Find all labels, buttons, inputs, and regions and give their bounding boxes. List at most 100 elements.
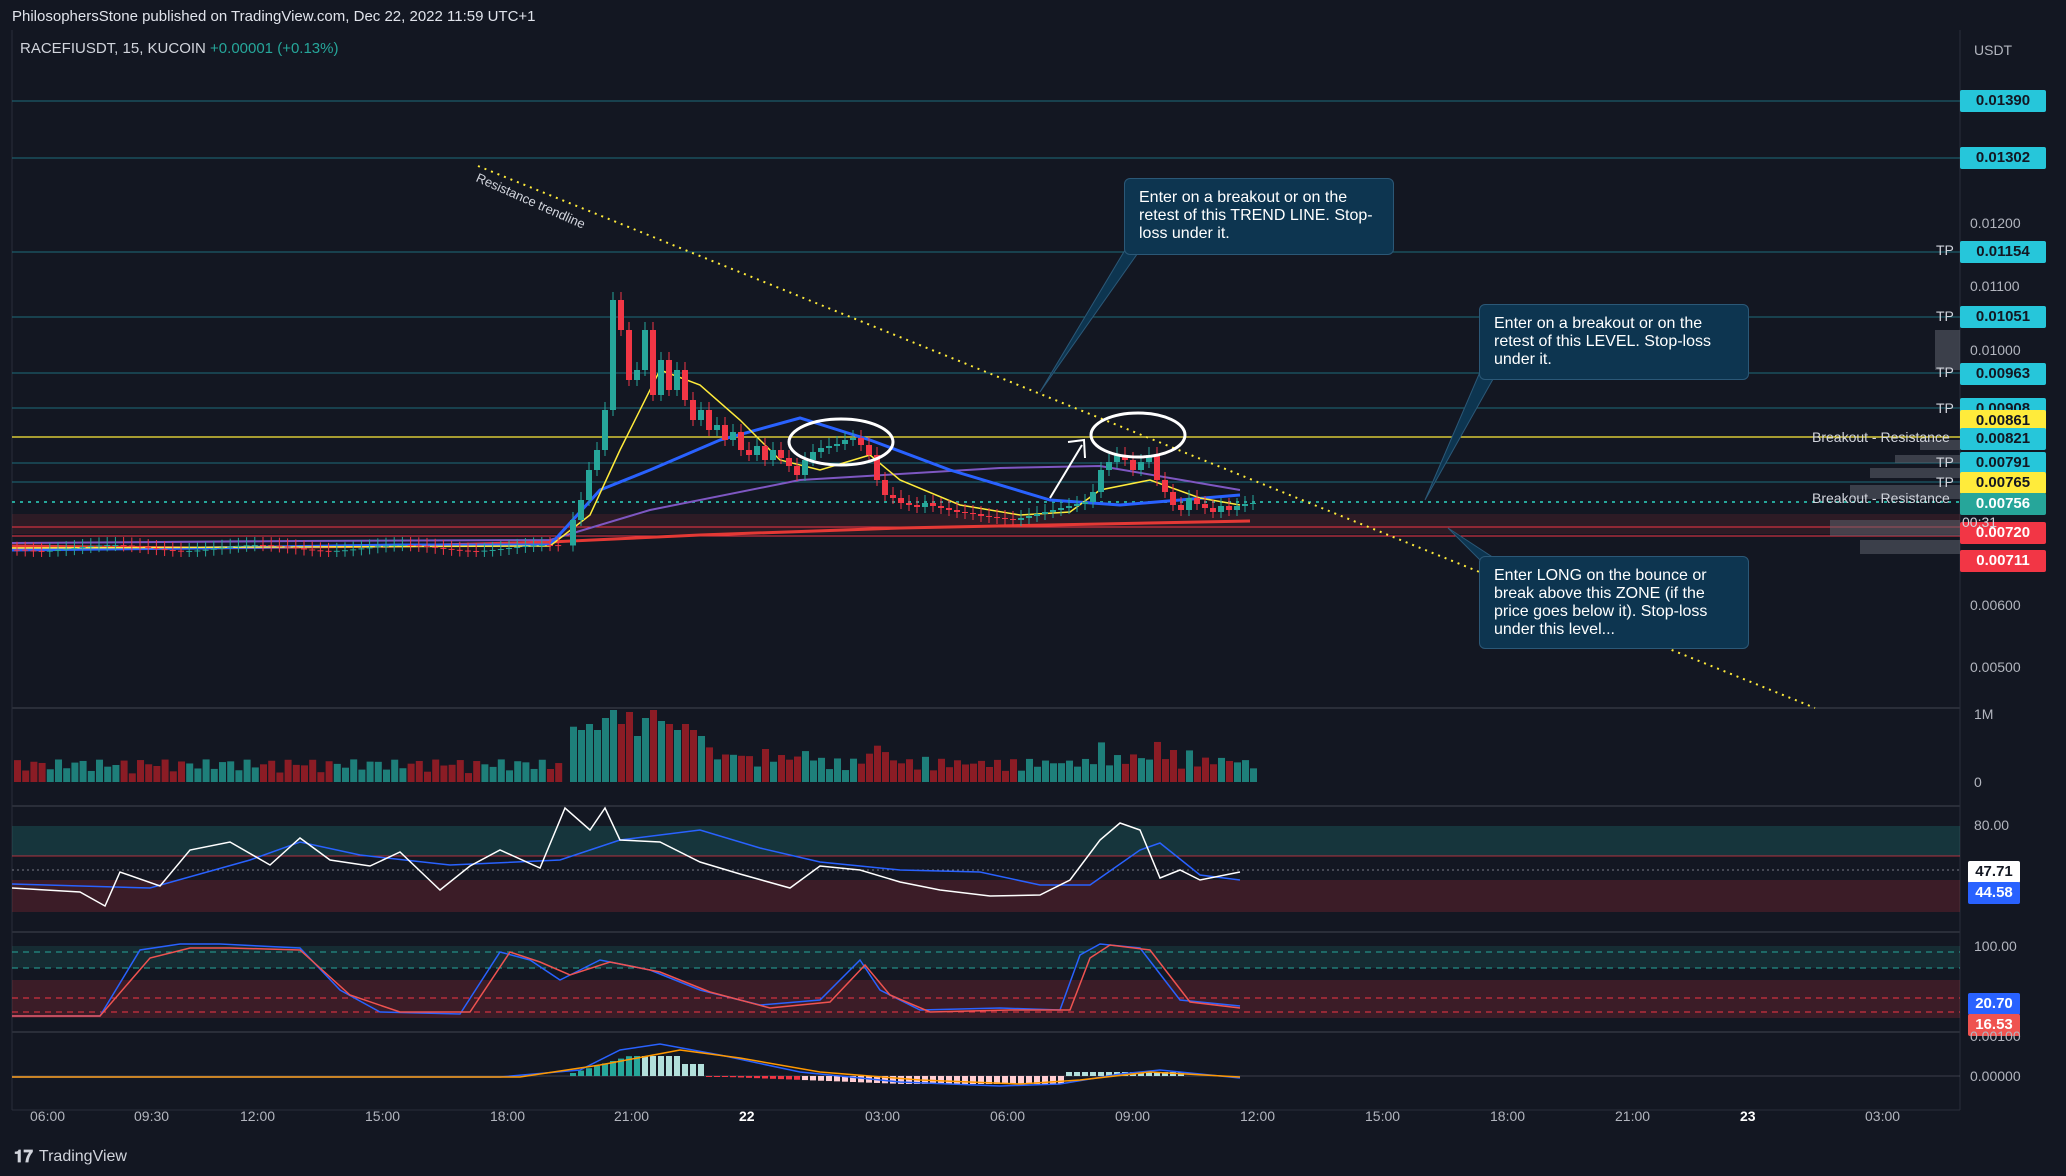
macd-bar xyxy=(730,1076,736,1078)
candle-body xyxy=(874,455,880,480)
candle-body xyxy=(898,498,904,503)
time-label: 06:00 xyxy=(30,1108,66,1124)
symbol-name[interactable]: RACEFIUSDT, 15, KUCOIN xyxy=(20,40,206,57)
candle-body xyxy=(882,480,888,495)
note-zone[interactable]: Enter LONG on the bounce or break above … xyxy=(1479,556,1749,649)
volume-bar xyxy=(778,755,785,782)
volume-bar xyxy=(1170,750,1177,782)
candle-body xyxy=(227,546,234,548)
price-tag: 0.00756 xyxy=(1960,493,2046,515)
candle-body xyxy=(538,545,545,547)
candle-body xyxy=(786,458,792,466)
candle-body xyxy=(292,547,299,549)
volume-bar xyxy=(547,768,554,782)
volume-bar xyxy=(882,752,889,782)
retest-circle-right xyxy=(1089,411,1187,459)
volume-bar xyxy=(1146,759,1153,782)
time-label: 06:00 xyxy=(990,1108,1026,1124)
macd-bar xyxy=(802,1076,808,1081)
candle-body xyxy=(674,370,680,390)
macd-bar xyxy=(762,1076,768,1079)
candle-body xyxy=(251,545,258,547)
volume-bar xyxy=(235,770,243,782)
price-label-01100: 0.01100 xyxy=(1970,278,2020,294)
volume-bar xyxy=(440,765,448,782)
volume-bar xyxy=(227,761,235,782)
candle-body xyxy=(547,545,553,547)
candle-body xyxy=(350,549,357,551)
price-tag: 0.01302 xyxy=(1960,147,2046,169)
price-tag: 0.00821 xyxy=(1960,428,2046,450)
rsi-axis-upper: 80.00 xyxy=(1974,817,2010,833)
candle-body xyxy=(842,440,848,444)
macd-bar xyxy=(642,1056,648,1076)
macd-bar xyxy=(1050,1076,1056,1084)
volume-bar xyxy=(1154,741,1161,782)
macd-bar xyxy=(746,1076,752,1078)
macd-bar xyxy=(946,1076,952,1084)
candle-body xyxy=(818,448,824,452)
candle-body xyxy=(456,549,463,551)
candle-body xyxy=(978,514,984,516)
time-label: 23 xyxy=(1740,1108,1756,1124)
volume-bar xyxy=(906,759,913,782)
candle-body xyxy=(834,444,840,446)
macd-bar xyxy=(658,1056,664,1076)
candle-body xyxy=(802,460,808,475)
volume-bar xyxy=(1250,768,1257,782)
macd-bar xyxy=(858,1076,864,1083)
macd-bar xyxy=(794,1076,800,1080)
tp-label-1: TP xyxy=(1936,242,1954,258)
note-level[interactable]: Enter on a breakout or on the retest of … xyxy=(1479,304,1749,380)
symbol-info[interactable]: RACEFIUSDT, 15, KUCOIN +0.00001 (+0.13%) xyxy=(20,40,338,57)
candle-body xyxy=(826,446,832,448)
candle-body xyxy=(922,503,928,507)
volume-bar xyxy=(674,730,681,782)
candle-body xyxy=(104,545,111,547)
volume-bar xyxy=(317,772,325,782)
macd-bar xyxy=(698,1064,704,1076)
candle-body xyxy=(1026,516,1032,518)
volume-bar xyxy=(358,769,366,782)
candle-body xyxy=(1194,498,1200,504)
candle-body xyxy=(1058,508,1064,510)
volume-bar xyxy=(448,764,456,782)
volume-bar xyxy=(194,768,202,782)
volume-bar xyxy=(602,718,609,782)
rsi-value-tag: 47.71 xyxy=(1968,861,2020,883)
volume-bar xyxy=(1226,760,1233,782)
candle-body xyxy=(71,548,78,550)
candle-body xyxy=(1234,506,1240,510)
candle-body xyxy=(555,545,562,547)
tradingview-logo[interactable]: 𝟏𝟕 TradingView xyxy=(14,1147,127,1167)
support-zone[interactable] xyxy=(12,514,1960,534)
candle-body xyxy=(602,410,608,450)
volume-bar xyxy=(578,730,585,782)
volume-bar xyxy=(1066,760,1073,782)
brand-name: TradingView xyxy=(38,1148,127,1165)
stoch-k-tag: 20.70 xyxy=(1968,993,2020,1015)
resistance-trendline[interactable] xyxy=(477,165,1816,709)
volume-bar xyxy=(128,773,136,782)
volume-bar xyxy=(399,768,407,782)
volume-bar xyxy=(874,745,881,782)
volume-bar xyxy=(219,762,226,782)
footer xyxy=(0,1140,2066,1176)
volume-bar xyxy=(794,756,801,782)
volume-bar xyxy=(650,710,657,782)
candle-body xyxy=(153,548,160,550)
note-trendline[interactable]: Enter on a breakout or on the retest of … xyxy=(1124,178,1394,255)
volume-bar xyxy=(786,759,793,782)
candle-body xyxy=(1010,519,1016,520)
candle-body xyxy=(1170,492,1176,505)
volume-bar xyxy=(260,764,267,782)
volume-bar xyxy=(1210,764,1217,782)
candle-body xyxy=(626,330,632,380)
candle-body xyxy=(301,548,307,550)
volume-bar xyxy=(930,770,937,782)
candle-body xyxy=(473,550,480,552)
candlesticks[interactable] xyxy=(14,292,1256,557)
candle-body xyxy=(570,520,576,546)
price-tag: 0.01390 xyxy=(1960,90,2046,112)
